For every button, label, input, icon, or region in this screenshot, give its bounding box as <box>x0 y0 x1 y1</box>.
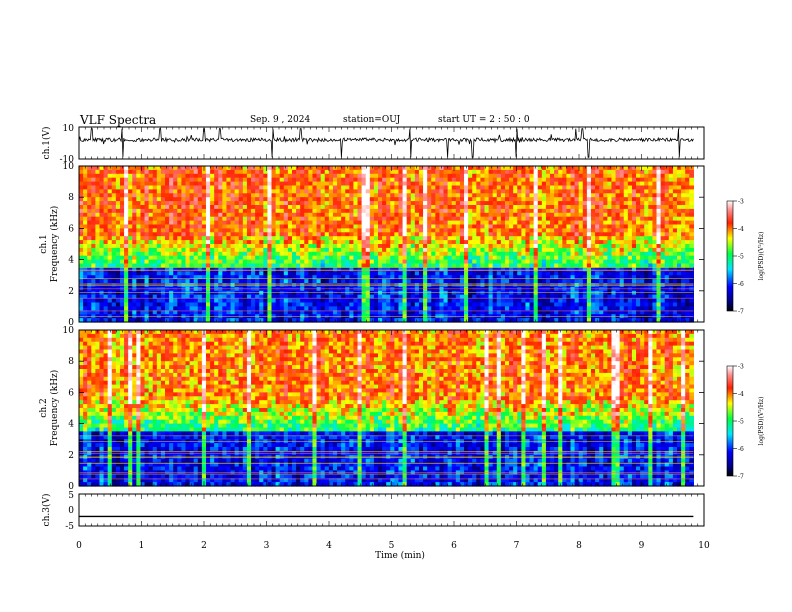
ch2-spectrogram-ylabel-channel: ch.2 <box>39 398 49 417</box>
x-axis-label: Time (min) <box>375 550 425 561</box>
frequency-tick-label: 8 <box>68 357 74 367</box>
time-tick-label: 5 <box>389 541 395 551</box>
ch2-spectrogram-image <box>79 330 694 487</box>
ch3-ylabel: ch.3(V) <box>41 494 52 527</box>
ch1-spectrogram-ylabel-frequency: Frequency (kHz) <box>49 206 60 283</box>
colorbar-tick-label: -3 <box>738 199 744 206</box>
frequency-tick-label: 4 <box>68 420 74 430</box>
colorbar-tick-label: -4 <box>738 391 744 398</box>
ch1-spectrogram-ylabel-channel: ch.1 <box>39 234 49 253</box>
ch3-ytick-mid: 0 <box>68 506 74 516</box>
colorbar-tick-label: -7 <box>738 309 744 316</box>
ch2-colorbar <box>726 365 734 477</box>
station-label: station=OUJ <box>343 115 401 125</box>
start-time-label: start UT = 2 : 50 : 0 <box>438 115 530 125</box>
frequency-tick-label: 6 <box>68 224 74 234</box>
frequency-tick-label: 2 <box>68 287 74 297</box>
colorbar-tick-label: -6 <box>738 281 744 288</box>
ch3-ytick-bottom: -5 <box>65 522 74 532</box>
time-tick-label: 4 <box>326 541 332 551</box>
chart-title: VLF Spectra <box>80 113 157 127</box>
colorbar-tick-label: -5 <box>738 419 744 426</box>
frequency-tick-label: 0 <box>68 482 74 492</box>
colorbar-tick-label: -3 <box>738 364 744 371</box>
ch2-colorbar-label: log(PSD)(V²/Hz) <box>758 397 765 446</box>
ch3-ytick-top: 5 <box>68 491 74 501</box>
ch1-ylabel: ch.1(V) <box>41 127 52 160</box>
frequency-tick-label: 2 <box>68 451 74 461</box>
frequency-tick-label: 8 <box>68 193 74 203</box>
frequency-tick-label: 0 <box>68 318 74 328</box>
colorbar-tick-label: -5 <box>738 254 744 261</box>
ch1-ytick-top: 10 <box>63 124 75 134</box>
colorbar-tick-label: -7 <box>738 474 744 481</box>
date-label: Sep. 9 , 2024 <box>250 115 311 125</box>
frequency-tick-label: 4 <box>68 256 74 266</box>
time-tick-label: 1 <box>139 541 145 551</box>
ch1-colorbar <box>726 200 734 312</box>
colorbar-tick-label: -6 <box>738 446 744 453</box>
frequency-tick-label: 6 <box>68 388 74 398</box>
frequency-tick-label: 10 <box>63 326 75 336</box>
frequency-tick-label: 10 <box>63 162 75 172</box>
time-tick-label: 6 <box>451 541 457 551</box>
ch1-spectrogram-image <box>79 166 694 323</box>
ch1-ytick-bottom: -10 <box>60 155 75 165</box>
colorbar-tick-label: -4 <box>738 226 744 233</box>
ch2-spectrogram-ylabel-frequency: Frequency (kHz) <box>49 370 60 447</box>
time-tick-label: 9 <box>639 541 645 551</box>
time-axis: 0 1 2 3 4 5 6 7 8 9 10 <box>76 127 710 551</box>
ch1-colorbar-label: log(PSD)(V²/Hz) <box>758 232 765 281</box>
time-tick-label: 2 <box>201 541 207 551</box>
time-tick-label: 3 <box>264 541 270 551</box>
time-tick-label: 8 <box>576 541 582 551</box>
time-tick-label: 10 <box>698 541 710 551</box>
ch1-waveform-line <box>78 128 694 158</box>
time-tick-label: 7 <box>514 541 520 551</box>
time-tick-label: 0 <box>76 541 82 551</box>
